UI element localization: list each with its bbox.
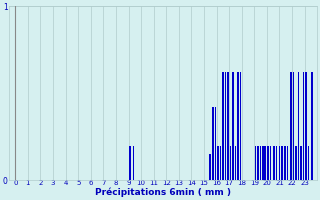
- Bar: [295, 146, 297, 180]
- Bar: [237, 72, 239, 180]
- Bar: [292, 72, 294, 180]
- Bar: [305, 72, 307, 180]
- Bar: [262, 146, 264, 180]
- Bar: [308, 146, 309, 180]
- Bar: [212, 107, 214, 180]
- Bar: [279, 146, 280, 180]
- Bar: [232, 72, 234, 180]
- Bar: [303, 72, 304, 180]
- Bar: [284, 146, 286, 180]
- Bar: [214, 107, 216, 180]
- Bar: [255, 146, 256, 180]
- Bar: [264, 146, 266, 180]
- X-axis label: Précipitations 6min ( mm ): Précipitations 6min ( mm ): [95, 188, 231, 197]
- Bar: [276, 146, 277, 180]
- Bar: [260, 146, 261, 180]
- Bar: [220, 146, 221, 180]
- Bar: [133, 146, 134, 180]
- Bar: [235, 146, 236, 180]
- Bar: [217, 146, 219, 180]
- Bar: [210, 154, 211, 180]
- Bar: [230, 146, 231, 180]
- Bar: [240, 72, 241, 180]
- Bar: [257, 146, 259, 180]
- Bar: [222, 72, 224, 180]
- Bar: [227, 72, 229, 180]
- Bar: [267, 146, 269, 180]
- Bar: [225, 72, 226, 180]
- Bar: [270, 146, 271, 180]
- Bar: [311, 72, 313, 180]
- Bar: [298, 72, 299, 180]
- Bar: [273, 146, 275, 180]
- Bar: [281, 146, 283, 180]
- Bar: [290, 72, 292, 180]
- Bar: [129, 146, 131, 180]
- Bar: [300, 146, 302, 180]
- Bar: [287, 146, 288, 180]
